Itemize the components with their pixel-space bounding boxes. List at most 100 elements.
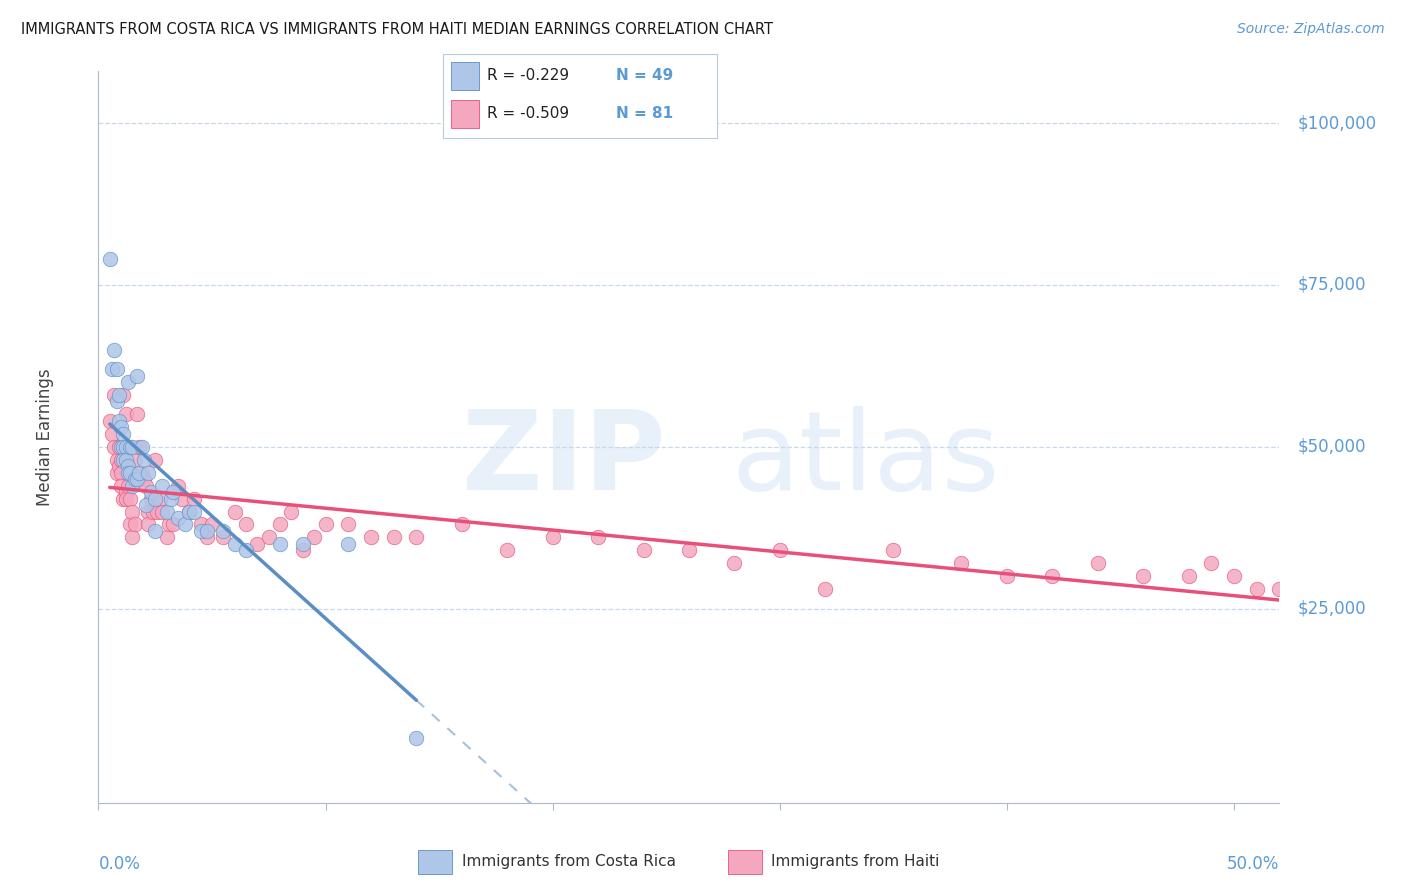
Point	[179, 504, 201, 518]
Point	[315, 517, 337, 532]
Point	[172, 491, 194, 506]
Text: $75,000: $75,000	[1298, 276, 1367, 294]
Point	[101, 362, 124, 376]
Point	[143, 491, 166, 506]
Text: Source: ZipAtlas.com: Source: ZipAtlas.com	[1237, 22, 1385, 37]
Point	[121, 530, 143, 544]
Text: Median Earnings: Median Earnings	[37, 368, 55, 506]
Point	[101, 426, 124, 441]
Point	[131, 466, 153, 480]
Point	[110, 466, 132, 480]
Point	[678, 543, 700, 558]
Text: $50,000: $50,000	[1298, 438, 1367, 456]
Point	[125, 368, 148, 383]
Point	[108, 388, 131, 402]
Point	[138, 504, 160, 518]
Text: IMMIGRANTS FROM COSTA RICA VS IMMIGRANTS FROM HAITI MEDIAN EARNINGS CORRELATION : IMMIGRANTS FROM COSTA RICA VS IMMIGRANTS…	[21, 22, 773, 37]
Text: R = -0.509: R = -0.509	[486, 106, 569, 121]
Point	[1040, 569, 1063, 583]
Point	[103, 388, 125, 402]
Point	[105, 452, 128, 467]
Point	[112, 452, 135, 467]
Point	[114, 408, 136, 422]
Point	[586, 530, 609, 544]
Point	[633, 543, 655, 558]
Point	[269, 517, 291, 532]
Point	[769, 543, 792, 558]
Point	[114, 491, 136, 506]
Text: N = 49: N = 49	[616, 68, 673, 83]
Point	[224, 504, 246, 518]
Point	[110, 452, 132, 467]
Text: ZIP: ZIP	[463, 406, 665, 513]
Point	[114, 440, 136, 454]
Point	[212, 524, 235, 538]
Point	[150, 478, 173, 492]
Point	[149, 491, 172, 506]
Point	[112, 440, 135, 454]
Point	[235, 517, 257, 532]
Point	[132, 472, 155, 486]
Point	[139, 485, 162, 500]
Bar	[451, 62, 478, 90]
Point	[190, 524, 212, 538]
Point	[1132, 569, 1154, 583]
Point	[162, 485, 184, 500]
Point	[1223, 569, 1246, 583]
Point	[98, 252, 121, 266]
Point	[146, 504, 169, 518]
Point	[405, 530, 427, 544]
Point	[197, 524, 219, 538]
Point	[143, 524, 166, 538]
Text: Immigrants from Haiti: Immigrants from Haiti	[770, 855, 939, 869]
Point	[1177, 569, 1199, 583]
Point	[405, 731, 427, 745]
Point	[496, 543, 519, 558]
Point	[120, 440, 142, 454]
Point	[108, 414, 131, 428]
Point	[224, 537, 246, 551]
Point	[117, 440, 139, 454]
Point	[1268, 582, 1291, 597]
Point	[103, 343, 125, 357]
Bar	[419, 850, 453, 873]
Text: R = -0.229: R = -0.229	[486, 68, 569, 83]
Point	[120, 517, 142, 532]
Point	[117, 459, 139, 474]
Point	[246, 537, 269, 551]
Point	[814, 582, 837, 597]
Point	[541, 530, 564, 544]
Text: Immigrants from Costa Rica: Immigrants from Costa Rica	[461, 855, 676, 869]
Point	[105, 466, 128, 480]
Bar	[728, 850, 762, 873]
Point	[124, 472, 146, 486]
Point	[120, 491, 142, 506]
Text: 0.0%: 0.0%	[98, 855, 141, 872]
Point	[1201, 557, 1223, 571]
Point	[131, 440, 153, 454]
Point	[155, 530, 177, 544]
Point	[124, 517, 146, 532]
Point	[114, 452, 136, 467]
Point	[135, 498, 157, 512]
Point	[120, 466, 142, 480]
Point	[108, 440, 131, 454]
Point	[110, 440, 132, 454]
Point	[132, 452, 155, 467]
Point	[337, 517, 360, 532]
Point	[128, 440, 150, 454]
Point	[114, 485, 136, 500]
Point	[125, 408, 148, 422]
Point	[167, 478, 190, 492]
Point	[143, 452, 166, 467]
Point	[302, 530, 325, 544]
Point	[291, 537, 314, 551]
Point	[179, 504, 201, 518]
Point	[150, 504, 173, 518]
Point	[121, 440, 143, 454]
Point	[337, 537, 360, 551]
Point	[183, 491, 205, 506]
Point	[723, 557, 745, 571]
Point	[128, 466, 150, 480]
Point	[360, 530, 382, 544]
